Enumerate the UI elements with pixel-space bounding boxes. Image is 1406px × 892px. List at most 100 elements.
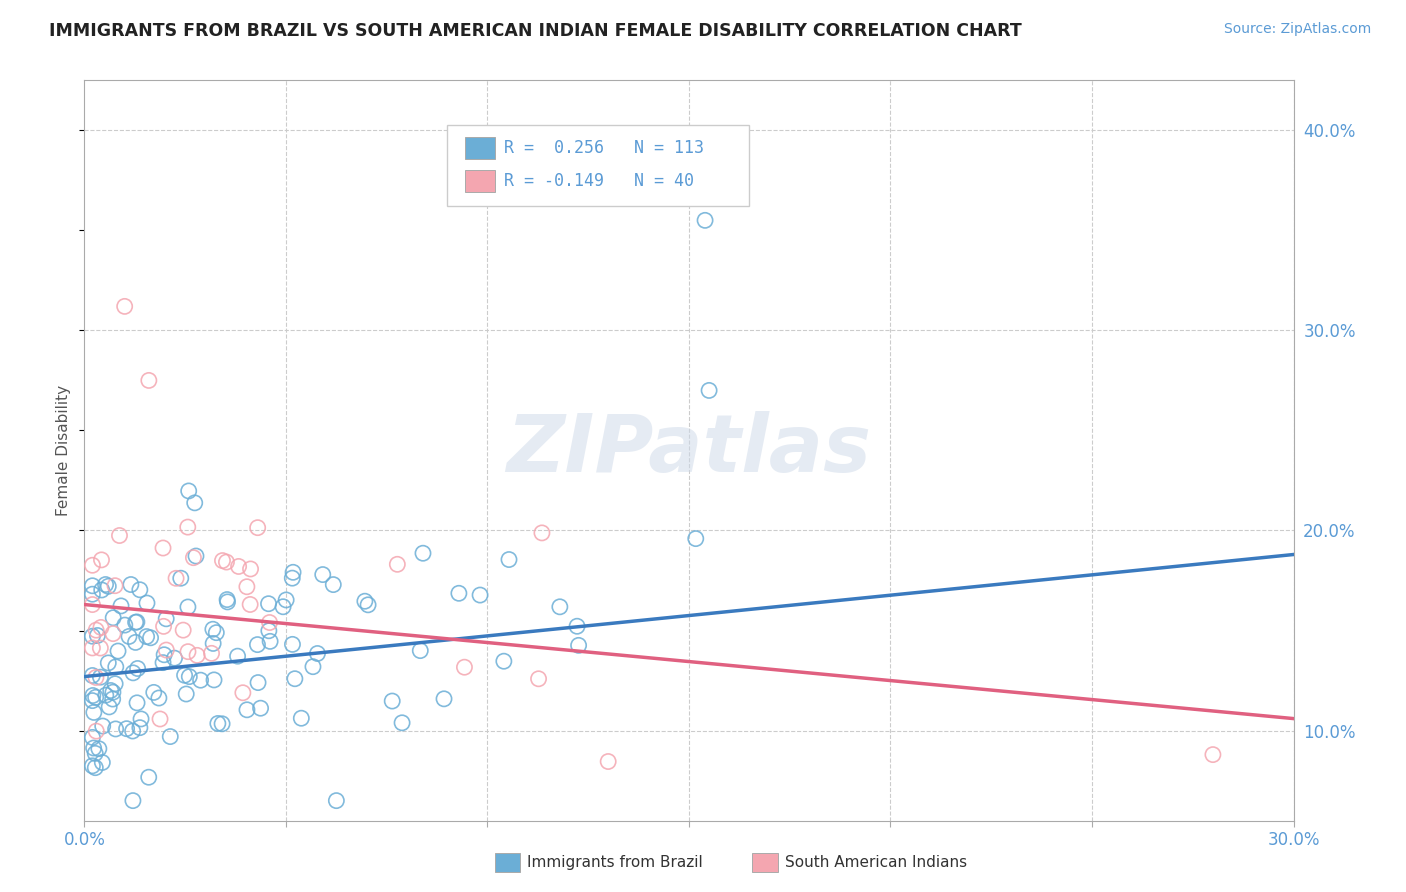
- Point: [693, 213, 716, 227]
- Point: [548, 599, 571, 614]
- FancyBboxPatch shape: [465, 169, 495, 192]
- Point: [307, 647, 329, 661]
- Point: [276, 593, 298, 607]
- FancyBboxPatch shape: [465, 137, 495, 160]
- Point: [259, 615, 281, 630]
- Point: [136, 596, 159, 610]
- Point: [84, 623, 107, 637]
- Point: [257, 624, 280, 638]
- Point: [114, 618, 136, 632]
- Point: [84, 761, 107, 775]
- Point: [89, 670, 111, 684]
- Point: [302, 659, 325, 673]
- Point: [125, 615, 148, 629]
- Point: [152, 656, 174, 670]
- Point: [82, 668, 104, 682]
- Point: [177, 599, 200, 614]
- Point: [412, 546, 434, 560]
- Point: [177, 520, 200, 534]
- Point: [110, 599, 132, 613]
- Point: [170, 571, 193, 585]
- Point: [114, 299, 136, 313]
- Point: [142, 685, 165, 699]
- Point: [598, 755, 620, 769]
- Point: [228, 559, 250, 574]
- Point: [447, 586, 470, 600]
- Point: [697, 384, 720, 398]
- Point: [565, 619, 588, 633]
- Point: [205, 625, 228, 640]
- Text: IMMIGRANTS FROM BRAZIL VS SOUTH AMERICAN INDIAN FEMALE DISABILITY CORRELATION CH: IMMIGRANTS FROM BRAZIL VS SOUTH AMERICAN…: [49, 22, 1022, 40]
- Point: [159, 730, 181, 744]
- Point: [232, 686, 254, 700]
- Point: [409, 643, 432, 657]
- Point: [325, 794, 347, 808]
- Point: [190, 673, 212, 688]
- Point: [179, 670, 201, 684]
- Point: [155, 612, 177, 626]
- Point: [94, 688, 117, 702]
- Point: [82, 731, 104, 745]
- Point: [284, 672, 307, 686]
- Point: [354, 594, 377, 608]
- Point: [155, 643, 177, 657]
- Point: [186, 648, 208, 663]
- Point: [246, 638, 269, 652]
- Point: [89, 640, 111, 655]
- Point: [107, 644, 129, 658]
- Point: [1202, 747, 1225, 762]
- Point: [165, 571, 187, 585]
- Point: [271, 599, 294, 614]
- Point: [97, 579, 120, 593]
- Point: [90, 582, 112, 597]
- Point: [82, 759, 104, 773]
- Point: [91, 756, 114, 770]
- Point: [84, 670, 107, 684]
- Point: [173, 668, 195, 682]
- Point: [685, 532, 707, 546]
- Point: [122, 665, 145, 680]
- Point: [91, 719, 114, 733]
- Point: [453, 660, 475, 674]
- Point: [236, 703, 259, 717]
- Point: [128, 582, 150, 597]
- Point: [82, 587, 104, 601]
- Point: [281, 571, 304, 585]
- Point: [83, 741, 105, 756]
- Point: [215, 555, 238, 569]
- Point: [184, 496, 207, 510]
- Point: [202, 673, 225, 687]
- Point: [135, 630, 157, 644]
- Point: [239, 562, 262, 576]
- Point: [202, 636, 225, 650]
- Point: [115, 722, 138, 736]
- Point: [183, 550, 205, 565]
- Point: [120, 577, 142, 591]
- FancyBboxPatch shape: [447, 125, 749, 206]
- Point: [97, 656, 120, 670]
- Point: [211, 553, 233, 567]
- Point: [124, 635, 146, 649]
- Point: [387, 558, 409, 572]
- Point: [87, 741, 110, 756]
- Point: [259, 634, 281, 648]
- Point: [281, 566, 304, 580]
- Point: [83, 706, 105, 720]
- Point: [139, 631, 162, 645]
- Point: [118, 630, 141, 644]
- Point: [152, 541, 174, 555]
- Point: [138, 770, 160, 784]
- Point: [281, 637, 304, 651]
- Point: [138, 373, 160, 387]
- Point: [101, 685, 124, 699]
- Point: [530, 525, 553, 540]
- Point: [492, 654, 515, 668]
- Point: [290, 711, 312, 725]
- Point: [82, 689, 104, 703]
- Point: [125, 696, 148, 710]
- Text: Source: ZipAtlas.com: Source: ZipAtlas.com: [1223, 22, 1371, 37]
- Point: [90, 620, 112, 634]
- Point: [82, 640, 104, 655]
- Point: [217, 592, 239, 607]
- Text: ZIPatlas: ZIPatlas: [506, 411, 872, 490]
